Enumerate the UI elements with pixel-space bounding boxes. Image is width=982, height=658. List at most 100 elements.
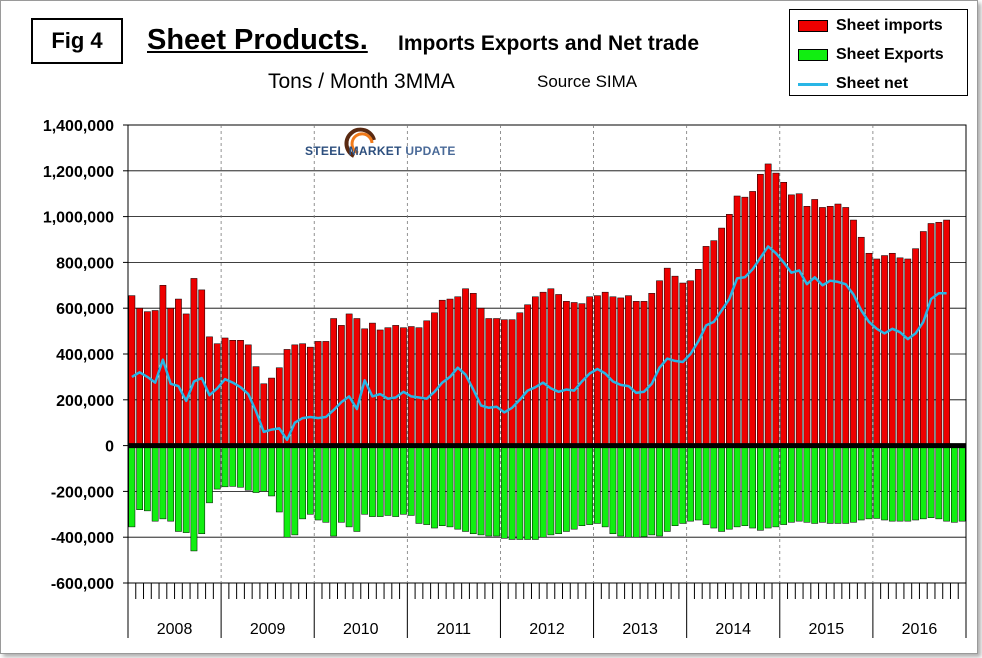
bar-sheet-imports bbox=[578, 303, 586, 446]
bar-sheet-imports bbox=[431, 312, 438, 446]
bar-sheet-exports bbox=[221, 445, 229, 488]
bar-sheet-imports bbox=[826, 206, 834, 446]
bar-sheet-exports bbox=[757, 445, 764, 531]
bar-sheet-exports bbox=[811, 445, 819, 524]
bar-sheet-exports bbox=[563, 445, 570, 532]
bar-sheet-exports bbox=[772, 445, 780, 528]
legend-item-imports: Sheet imports bbox=[798, 17, 943, 35]
logo-swoosh-orange bbox=[350, 132, 374, 155]
bar-sheet-imports bbox=[927, 223, 935, 446]
bar-sheet-imports bbox=[601, 291, 609, 446]
bar-sheet-imports bbox=[718, 227, 725, 446]
bar-sheet-imports bbox=[741, 196, 749, 446]
bar-sheet-exports bbox=[671, 445, 679, 527]
bar-sheet-exports bbox=[423, 445, 431, 525]
bar-sheet-imports bbox=[508, 319, 516, 446]
bar-sheet-imports bbox=[415, 327, 423, 446]
bar-sheet-exports bbox=[881, 445, 888, 521]
bar-sheet-exports bbox=[764, 445, 772, 529]
figure-label: Fig 4 bbox=[31, 18, 123, 64]
legend-label-exports: Sheet Exports bbox=[836, 46, 944, 63]
bar-sheet-imports bbox=[834, 203, 842, 446]
bar-sheet-imports bbox=[229, 340, 237, 446]
bar-sheet-exports bbox=[283, 445, 291, 538]
bar-sheet-imports bbox=[795, 193, 803, 446]
bar-sheet-exports bbox=[632, 445, 640, 538]
bar-sheet-exports bbox=[710, 445, 718, 529]
bar-sheet-exports bbox=[656, 445, 663, 537]
chart-legend: Sheet imports Sheet Exports Sheet net bbox=[789, 9, 968, 96]
bar-sheet-exports bbox=[500, 445, 508, 539]
bar-sheet-exports bbox=[508, 445, 516, 540]
bar-sheet-exports bbox=[407, 445, 415, 516]
bar-sheet-exports bbox=[919, 445, 927, 520]
bar-sheet-exports bbox=[788, 445, 795, 523]
bar-sheet-exports bbox=[865, 445, 873, 520]
bar-sheet-imports bbox=[819, 207, 826, 446]
bar-sheet-imports bbox=[679, 282, 687, 446]
bar-sheet-imports bbox=[353, 318, 361, 446]
bar-sheet-imports bbox=[516, 312, 524, 446]
logo-word-update: UPDATE bbox=[405, 144, 456, 158]
bar-sheet-imports bbox=[935, 222, 943, 446]
logo-word-steel: STEEL bbox=[305, 144, 345, 158]
bar-sheet-exports bbox=[338, 445, 345, 523]
bar-sheet-imports bbox=[330, 318, 337, 446]
x-year-label: 2010 bbox=[343, 621, 379, 638]
bar-sheet-imports bbox=[694, 269, 702, 446]
bar-sheet-imports bbox=[757, 173, 764, 446]
bar-sheet-exports bbox=[345, 445, 353, 528]
bar-sheet-exports bbox=[229, 445, 237, 487]
legend-item-net: Sheet net bbox=[798, 75, 908, 93]
bar-sheet-exports bbox=[617, 445, 625, 537]
bar-sheet-imports bbox=[555, 294, 562, 446]
bar-sheet-exports bbox=[477, 445, 485, 536]
bar-sheet-imports bbox=[221, 337, 229, 446]
bar-sheet-imports bbox=[842, 207, 850, 446]
bar-sheet-exports bbox=[826, 445, 834, 524]
bar-sheet-exports bbox=[400, 445, 407, 515]
bar-sheet-imports bbox=[850, 219, 857, 446]
chart-subtitle: Tons / Month 3MMA bbox=[268, 70, 455, 93]
logo-word-market: MARKET bbox=[348, 144, 402, 158]
logo-swoosh-dark bbox=[344, 127, 376, 158]
bar-sheet-exports bbox=[182, 445, 190, 533]
bar-sheet-imports bbox=[190, 278, 198, 446]
bar-sheet-imports bbox=[547, 288, 555, 446]
bar-sheet-exports bbox=[151, 445, 159, 522]
bar-sheet-imports bbox=[345, 313, 353, 446]
bar-sheet-exports bbox=[493, 445, 500, 537]
bar-sheet-exports bbox=[136, 445, 143, 510]
bar-sheet-exports bbox=[663, 445, 671, 532]
x-year-label: 2009 bbox=[250, 621, 286, 638]
bar-sheet-exports bbox=[462, 445, 469, 532]
bar-sheet-imports bbox=[663, 267, 671, 446]
bar-sheet-exports bbox=[850, 445, 857, 523]
bar-sheet-exports bbox=[725, 445, 733, 530]
bar-sheet-imports bbox=[260, 383, 268, 446]
bar-sheet-exports bbox=[376, 445, 384, 517]
bar-sheet-exports bbox=[687, 445, 694, 522]
bar-sheet-exports bbox=[244, 445, 252, 491]
bar-sheet-imports bbox=[524, 304, 531, 446]
bar-sheet-exports bbox=[431, 445, 438, 529]
bar-sheet-exports bbox=[958, 445, 966, 522]
bar-sheet-imports bbox=[283, 349, 291, 446]
bar-sheet-exports bbox=[314, 445, 322, 521]
bar-sheet-imports bbox=[687, 280, 694, 446]
bar-sheet-exports bbox=[640, 445, 648, 537]
bar-sheet-exports bbox=[912, 445, 919, 521]
bar-sheet-exports bbox=[795, 445, 803, 522]
y-tick-label: 1,200,000 bbox=[43, 164, 114, 181]
bar-sheet-imports bbox=[888, 252, 896, 446]
bar-sheet-imports bbox=[943, 219, 950, 446]
bar-sheet-imports bbox=[213, 343, 221, 446]
bar-sheet-exports bbox=[927, 445, 935, 518]
bar-sheet-exports bbox=[260, 445, 268, 492]
y-tick-label: 800,000 bbox=[56, 255, 114, 272]
bar-sheet-imports bbox=[563, 301, 570, 446]
bar-sheet-exports bbox=[291, 445, 299, 536]
bar-sheet-imports bbox=[881, 255, 888, 446]
bar-sheet-exports bbox=[904, 445, 912, 522]
bar-sheet-exports bbox=[384, 445, 392, 516]
